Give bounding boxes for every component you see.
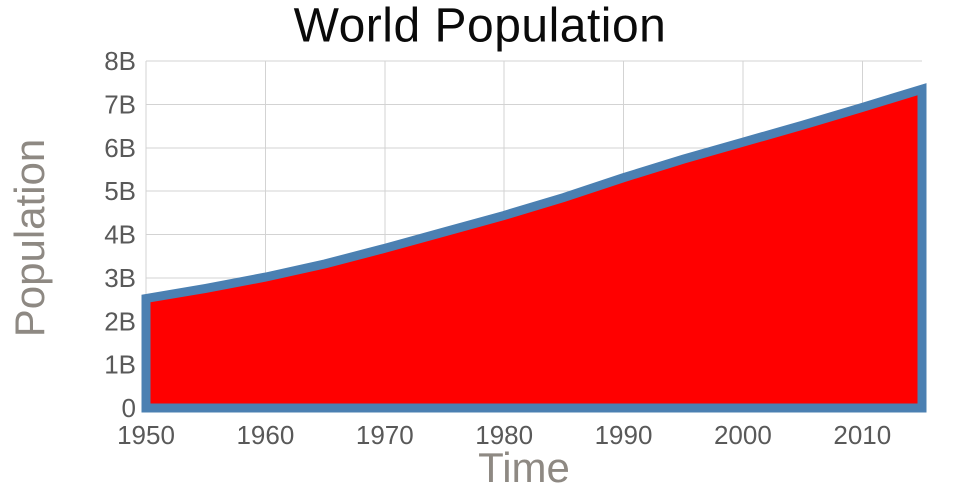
y-tick-label: 8B <box>104 46 136 76</box>
area-series-world-population <box>141 83 927 413</box>
y-tick-label: 7B <box>104 89 136 119</box>
y-tick-label: 2B <box>104 306 136 336</box>
y-tick-label: 6B <box>104 133 136 163</box>
x-axis-title: Time <box>478 444 570 491</box>
y-tick-label: 4B <box>104 220 136 250</box>
x-tick-label: 1950 <box>117 420 175 450</box>
y-tick-label: 5B <box>104 176 136 206</box>
y-axis-title: Population <box>6 138 53 338</box>
series-layer <box>141 83 927 413</box>
y-tick-label: 1B <box>104 350 136 380</box>
x-tick-label: 1980 <box>475 420 533 450</box>
tick-labels: 0 1B 2B 3B 4B 5B 6B 7B 8B 1950 1960 1970 1980 1990 200… <box>104 46 891 450</box>
x-tick-label: 2010 <box>833 420 891 450</box>
y-tick-label: 0 <box>122 393 136 423</box>
x-tick-label: 1990 <box>595 420 653 450</box>
chart-title: World Population <box>293 0 667 53</box>
x-tick-label: 1970 <box>356 420 414 450</box>
x-tick-label: 2000 <box>714 420 772 450</box>
x-tick-label: 1960 <box>236 420 294 450</box>
y-tick-label: 3B <box>104 263 136 293</box>
